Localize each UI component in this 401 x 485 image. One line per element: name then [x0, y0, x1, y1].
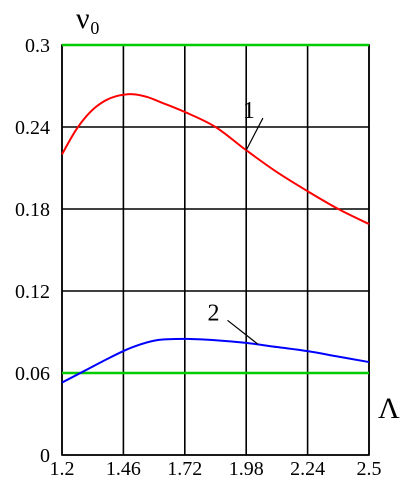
curve-label: 2: [208, 300, 220, 326]
curve-label-leader: [227, 319, 259, 345]
series-lines: [61, 93, 370, 384]
curve-label: 1: [243, 98, 255, 124]
reference-lines: [62, 43, 369, 375]
grid: [61, 44, 370, 456]
x-tick-label: 1.2: [50, 458, 75, 480]
x-tick-label: 2.24: [290, 458, 325, 480]
y-tick-label: 0.24: [15, 117, 50, 139]
series-line-1: [61, 93, 370, 225]
x-tick-label: 2.5: [357, 458, 382, 480]
y-tick-label: 0.18: [15, 199, 50, 221]
plot-frame: [61, 44, 370, 456]
curve-labels: 12: [208, 98, 264, 345]
tick-labels: 1.2 1.46 1.72 1.98 2.24 2.5 0 0.06 0.12 0.18 0.24 0…: [15, 35, 382, 480]
y-tick-label: 0.3: [25, 35, 50, 57]
y-axis-label: ν₀: [76, 2, 100, 35]
x-tick-label: 1.98: [229, 458, 264, 480]
x-axis-label: Λ: [378, 392, 400, 425]
curve-label-leader: [245, 117, 264, 151]
series-line-2: [61, 337, 370, 384]
y-tick-label: 0.06: [15, 363, 50, 385]
y-tick-label: 0: [40, 445, 50, 467]
x-tick-label: 1.72: [167, 458, 202, 480]
y-tick-label: 0.12: [15, 281, 50, 303]
x-tick-label: 1.46: [106, 458, 141, 480]
